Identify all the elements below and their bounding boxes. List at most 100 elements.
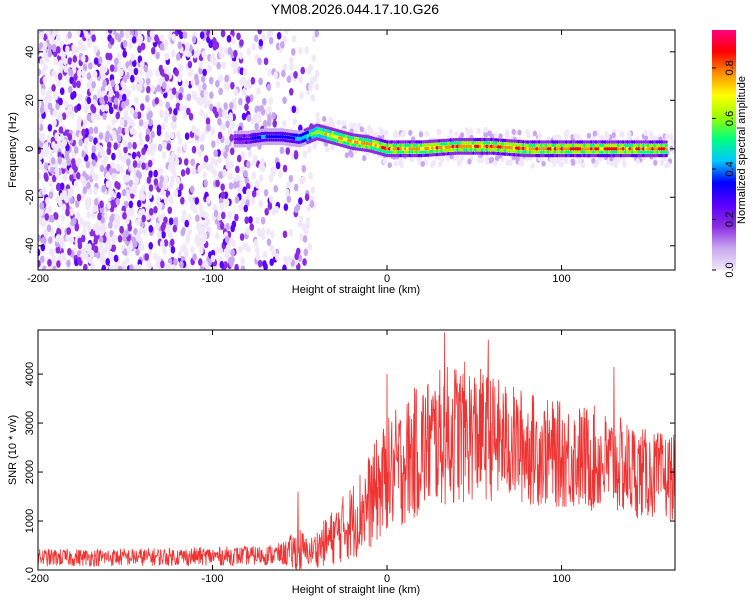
- spectrogram-signal-cell: [235, 130, 240, 135]
- spectrogram-signal-cell: [551, 140, 555, 144]
- spectrogram-noise-cell: [47, 123, 53, 132]
- spectrogram-noise-cell: [293, 151, 299, 160]
- spectrogram-signal-cell: [453, 141, 457, 145]
- spectrogram-noise-cell: [51, 254, 57, 263]
- spectrogram-signal-cell: [471, 137, 476, 142]
- spectrogram-noise-cell: [67, 85, 73, 94]
- spectrogram-noise-cell: [133, 240, 138, 248]
- spectrogram-signal-cell: [480, 151, 485, 155]
- spectrogram-noise-cell: [256, 111, 261, 119]
- spectrogram-signal-cell: [426, 139, 430, 144]
- spectrogram-noise-cell: [147, 262, 152, 270]
- spectrogram-noise-cell: [265, 107, 271, 115]
- spectrogram-signal-cell: [546, 140, 550, 144]
- spectrogram-signal-cell: [489, 151, 494, 155]
- spectrogram-noise-cell: [213, 209, 219, 218]
- spectrogram-noise-cell: [245, 227, 251, 236]
- spectrogram-signal-cell: [601, 140, 605, 144]
- spectrogram-signal-cell: [601, 153, 605, 158]
- spectrogram-noise-cell: [147, 248, 153, 256]
- spectrogram-signal-cell: [274, 141, 278, 146]
- spectrogram-noise-cell: [222, 169, 227, 177]
- spectrogram-noise-cell: [159, 175, 164, 183]
- spectrogram-signal-cell: [605, 143, 609, 148]
- spectrogram-signal-cell: [415, 147, 419, 151]
- spectrogram-noise-cell: [209, 32, 214, 40]
- spectrogram-signal-cell: [571, 147, 575, 151]
- spectrogram-noise-cell: [47, 259, 52, 267]
- spectrogram-noise-cell: [289, 63, 294, 71]
- spectrogram-noise-cell: [240, 257, 245, 265]
- spectrogram-noise-cell: [156, 128, 162, 136]
- spectrogram-signal-cell: [585, 143, 589, 148]
- spectrogram-signal-cell: [419, 143, 423, 148]
- spectrogram-noise-cell: [170, 246, 176, 254]
- spectrogram-noise-cell: [48, 214, 54, 223]
- spectrogram-signal-cell: [562, 150, 566, 154]
- spectrogram-y-tick-label: -20: [24, 189, 36, 205]
- spectrogram-halo-cell: [613, 162, 618, 169]
- spectrogram-noise-cell: [268, 97, 273, 105]
- spectrogram-noise-cell: [267, 202, 273, 211]
- spectrogram-signal-cell: [598, 147, 603, 151]
- spectrogram-signal-cell: [240, 133, 244, 138]
- spectrogram-signal-cell: [442, 148, 446, 153]
- spectrogram-signal-cell: [526, 147, 530, 151]
- spectrogram-halo-cell: [424, 131, 430, 138]
- spectrogram-noise-cell: [155, 51, 160, 60]
- spectrogram-signal-cell: [460, 148, 464, 152]
- spectrogram-noise-cell: [308, 172, 313, 180]
- spectrogram-noise-cell: [82, 100, 88, 109]
- spectrogram-noise-cell: [200, 75, 206, 83]
- spectrogram-noise-cell: [148, 110, 153, 119]
- spectrogram-halo-cell: [558, 161, 563, 168]
- spectrogram-noise-cell: [173, 258, 178, 266]
- spectrogram-signal-cell: [626, 143, 630, 148]
- spectrogram-noise-cell: [214, 232, 220, 240]
- spectrogram-signal-cell: [240, 144, 244, 148]
- spectrogram-noise-cell: [126, 89, 132, 98]
- spectrogram-signal-cell: [492, 138, 496, 142]
- spectrogram-signal-cell: [460, 144, 464, 149]
- spectrogram-noise-cell: [51, 141, 56, 149]
- spectrogram-noise-cell: [174, 157, 180, 166]
- spectrogram-signal-cell: [560, 147, 564, 151]
- spectrogram-halo-cell: [611, 132, 616, 139]
- spectrogram-noise-cell: [229, 160, 234, 169]
- spectrogram-noise-cell: [57, 156, 62, 164]
- spectrogram-noise-cell: [220, 191, 226, 199]
- spectrogram-noise-cell: [241, 112, 247, 121]
- spectrogram-noise-cell: [266, 238, 272, 247]
- spectrogram-noise-cell: [169, 131, 175, 140]
- spectrogram-signal-cell: [269, 134, 274, 139]
- spectrogram-signal-cell: [517, 149, 521, 154]
- spectrogram-noise-cell: [250, 196, 256, 205]
- spectrogram-signal-cell: [657, 143, 662, 148]
- spectrogram-signal-cell: [641, 150, 646, 154]
- spectrogram-noise-cell: [172, 114, 177, 123]
- spectrogram-noise-cell: [112, 132, 117, 141]
- spectrogram-signal-cell: [408, 147, 412, 151]
- snr-x-tick-label: 100: [552, 573, 570, 585]
- spectrogram-noise-cell: [70, 92, 75, 100]
- spectrogram-noise-cell: [102, 79, 107, 88]
- spectrogram-noise-cell: [86, 113, 92, 122]
- spectrogram-signal-cell: [612, 143, 616, 148]
- spectrogram-signal-cell: [662, 147, 666, 151]
- spectrogram-noise-cell: [179, 103, 184, 112]
- spectrogram-noise-cell: [63, 100, 69, 109]
- spectrogram-noise-cell: [262, 119, 268, 128]
- spectrogram-signal-cell: [385, 143, 389, 148]
- spectrogram-signal-cell: [385, 153, 389, 158]
- spectrogram-noise-cell: [75, 159, 81, 168]
- spectrogram-halo-cell: [504, 132, 510, 139]
- spectrogram-signal-cell: [435, 139, 439, 143]
- spectrogram-signal-cell: [587, 147, 591, 151]
- spectrogram-halo-cell: [348, 149, 353, 156]
- spectrogram-signal-cell: [494, 151, 498, 156]
- spectrogram-signal-cell: [558, 143, 562, 148]
- spectrogram-noise-cell: [150, 148, 155, 157]
- spectrogram-noise-cell: [276, 31, 282, 40]
- spectrogram-signal-cell: [632, 153, 637, 158]
- spectrogram-noise-cell: [131, 151, 137, 160]
